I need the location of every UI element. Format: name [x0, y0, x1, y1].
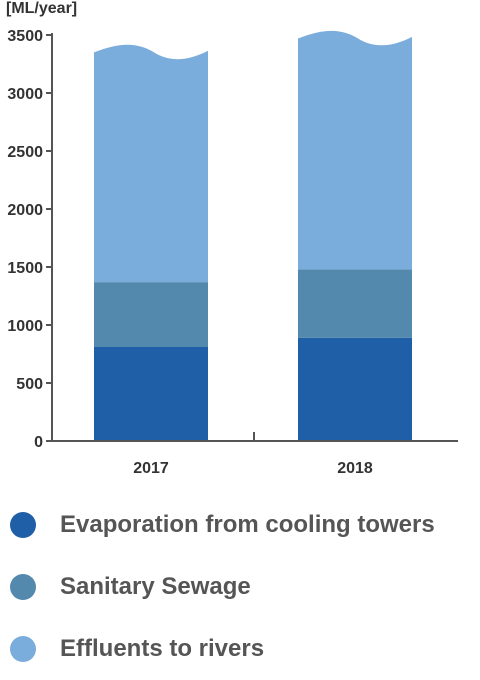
y-tick-label-500: 500	[16, 376, 43, 393]
x-tick-label-2018: 2018	[337, 460, 373, 477]
bar-2018-sanitary-sewage	[298, 269, 412, 338]
axes-group: 2017 2018 0 500 1000 1500 2000 2500 3000 3500	[7, 28, 458, 477]
y-tick-label-2000: 2000	[7, 202, 43, 219]
y-tick-label-1000: 1000	[7, 318, 43, 335]
legend-item-effluents: Effluents to rivers	[10, 618, 480, 680]
legend-swatch-effluents	[10, 636, 36, 662]
legend: Evaporation from cooling towers Sanitary…	[10, 494, 480, 680]
bars-group	[94, 30, 412, 441]
y-tick-label-3500: 3500	[7, 28, 43, 45]
y-tick-label-0: 0	[34, 434, 43, 451]
y-tick-label-2500: 2500	[7, 144, 43, 161]
stacked-bar-chart: 2017 2018 0 500 1000 1500 2000 2500 3000 3500	[7, 28, 458, 477]
y-tick-label-3000: 3000	[7, 86, 43, 103]
bar-2018-effluents-to-rivers	[298, 30, 412, 270]
x-tick-label-2017: 2017	[133, 460, 169, 477]
bar-2017-effluents-to-rivers	[94, 44, 208, 283]
legend-swatch-evaporation	[10, 512, 36, 538]
y-axis-label: [ML/year]	[6, 0, 78, 17]
bar-2018-evaporation-from-cooling-towers	[298, 337, 412, 441]
legend-item-sanitary-sewage: Sanitary Sewage	[10, 556, 480, 618]
y-tick-label-1500: 1500	[7, 260, 43, 277]
legend-item-evaporation: Evaporation from cooling towers	[10, 494, 480, 556]
legend-label-evaporation: Evaporation from cooling towers	[60, 511, 435, 538]
legend-label-sanitary-sewage: Sanitary Sewage	[60, 573, 251, 600]
legend-swatch-sanitary-sewage	[10, 574, 36, 600]
bar-2017-evaporation-from-cooling-towers	[94, 347, 208, 441]
bar-2017-sanitary-sewage	[94, 282, 208, 348]
legend-label-effluents: Effluents to rivers	[60, 635, 265, 662]
